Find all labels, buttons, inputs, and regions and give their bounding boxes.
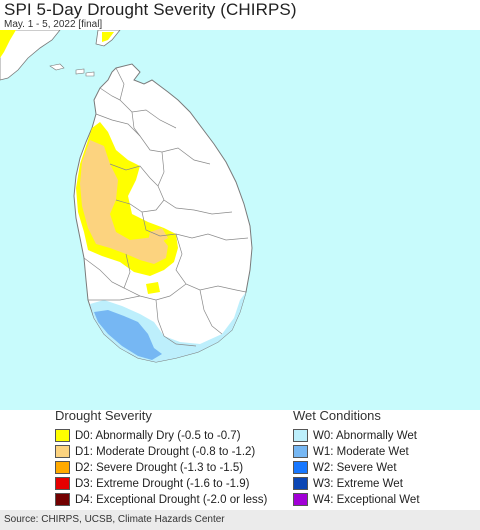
wet-legend-swatch [293, 429, 308, 442]
d0-small-patch [146, 282, 160, 294]
wet-legend-label: W2: Severe Wet [313, 461, 397, 474]
map-subtitle: May. 1 - 5, 2022 [final] [4, 19, 103, 30]
drought-legend-label: D0: Abnormally Dry (-0.5 to -0.7) [75, 429, 241, 442]
india-landmass [0, 30, 61, 81]
drought-legend-item: D3: Extreme Drought (-1.6 to -1.9) [55, 476, 249, 491]
wet-legend-label: W0: Abnormally Wet [313, 429, 417, 442]
wet-legend-label: W1: Moderate Wet [313, 445, 409, 458]
wet-legend-label: W4: Exceptional Wet [313, 493, 420, 506]
drought-legend-item: D2: Severe Drought (-1.3 to -1.5) [55, 460, 243, 475]
d1-patch-east [148, 228, 168, 244]
wet-legend-title: Wet Conditions [293, 408, 381, 423]
drought-legend-item: D0: Abnormally Dry (-0.5 to -0.7) [55, 428, 241, 443]
wet-legend-label: W3: Extreme Wet [313, 477, 403, 490]
district-borders [83, 67, 249, 347]
islands [49, 63, 95, 77]
drought-legend-swatch [55, 493, 70, 506]
drought-legend-label: D1: Moderate Drought (-0.8 to -1.2) [75, 445, 256, 458]
map-title: SPI 5-Day Drought Severity (CHIRPS) [4, 0, 297, 19]
footer: Source: CHIRPS, UCSB, Climate Hazards Ce… [0, 510, 480, 530]
wet-legend-item: W2: Severe Wet [293, 460, 397, 475]
drought-legend-title: Drought Severity [55, 408, 152, 423]
wet-legend-swatch [293, 477, 308, 490]
drought-legend-label: D2: Severe Drought (-1.3 to -1.5) [75, 461, 244, 474]
wet-legend-item: W3: Extreme Wet [293, 476, 403, 491]
drought-legend-label: D4: Exceptional Drought (-2.0 or less) [75, 493, 268, 506]
drought-legend-swatch [55, 461, 70, 474]
source-text: Source: CHIRPS, UCSB, Climate Hazards Ce… [4, 514, 225, 525]
wet-legend-swatch [293, 445, 308, 458]
drought-legend-item: D1: Moderate Drought (-0.8 to -1.2) [55, 444, 255, 459]
drought-legend-item: D4: Exceptional Drought (-2.0 or less) [55, 492, 267, 507]
wet-legend-item: W0: Abnormally Wet [293, 428, 417, 443]
drought-legend-swatch [55, 445, 70, 458]
drought-legend-swatch [55, 429, 70, 442]
drought-legend-swatch [55, 477, 70, 490]
w1-moderate-wet [94, 310, 162, 360]
d1-moderate-drought [80, 140, 168, 264]
india-dry-area [0, 30, 16, 58]
wet-legend-swatch [293, 461, 308, 474]
drought-map [0, 30, 480, 410]
wet-legend-swatch [293, 493, 308, 506]
wet-legend-item: W1: Moderate Wet [293, 444, 409, 459]
wet-legend-item: W4: Exceptional Wet [293, 492, 420, 507]
drought-legend-label: D3: Extreme Drought (-1.6 to -1.9) [75, 477, 250, 490]
india-coast-dry [102, 32, 114, 42]
